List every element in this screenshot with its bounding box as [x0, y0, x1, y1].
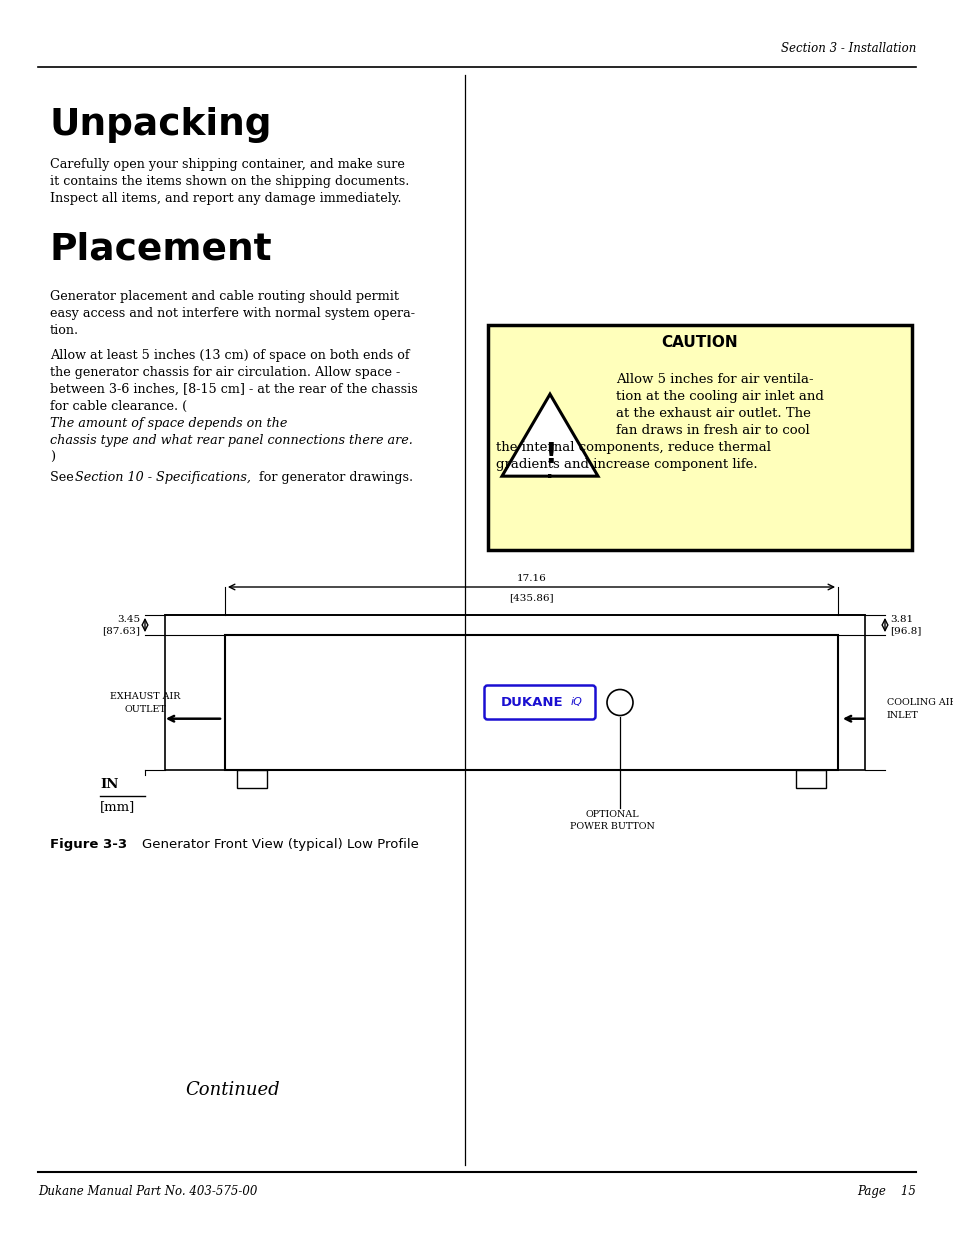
- Text: Allow at least 5 inches (13 cm) of space on both ends of: Allow at least 5 inches (13 cm) of space…: [50, 350, 409, 362]
- Text: at the exhaust air outlet. The: at the exhaust air outlet. The: [616, 408, 810, 420]
- Text: easy access and not interfere with normal system opera-: easy access and not interfere with norma…: [50, 308, 415, 320]
- Text: it contains the items shown on the shipping documents.: it contains the items shown on the shipp…: [50, 175, 409, 188]
- Bar: [795, 769, 825, 788]
- Text: See: See: [50, 471, 77, 484]
- Text: Allow 5 inches for air ventila-: Allow 5 inches for air ventila-: [616, 373, 813, 387]
- Text: OUTLET: OUTLET: [124, 705, 166, 714]
- Text: Page    15: Page 15: [856, 1186, 915, 1198]
- Text: for generator drawings.: for generator drawings.: [254, 471, 413, 484]
- Bar: [488, 325, 911, 550]
- Bar: [236, 769, 267, 788]
- Bar: [165, 615, 864, 769]
- Text: COOLING AIR: COOLING AIR: [886, 698, 953, 706]
- Text: iQ: iQ: [570, 698, 581, 708]
- Text: tion.: tion.: [50, 324, 79, 337]
- FancyBboxPatch shape: [484, 685, 595, 720]
- Text: OPTIONAL: OPTIONAL: [584, 810, 639, 819]
- Text: for cable clearance. (: for cable clearance. (: [50, 400, 187, 412]
- Text: chassis type and what rear panel connections there are.: chassis type and what rear panel connect…: [50, 433, 413, 447]
- Text: Section 3 - Installation: Section 3 - Installation: [780, 42, 915, 56]
- Text: INLET: INLET: [886, 710, 918, 720]
- Text: 3.45: 3.45: [117, 615, 140, 624]
- Text: Continued: Continued: [185, 1081, 279, 1099]
- Text: tion at the cooling air inlet and: tion at the cooling air inlet and: [616, 390, 823, 403]
- Text: IN: IN: [100, 778, 118, 790]
- Text: the internal components, reduce thermal: the internal components, reduce thermal: [496, 441, 770, 454]
- Text: 17.16: 17.16: [517, 574, 546, 583]
- Text: Carefully open your shipping container, and make sure: Carefully open your shipping container, …: [50, 158, 404, 170]
- Text: Figure 3-3: Figure 3-3: [50, 839, 127, 851]
- Text: [mm]: [mm]: [100, 800, 135, 813]
- Text: Dukane Manual Part No. 403-575-00: Dukane Manual Part No. 403-575-00: [38, 1186, 257, 1198]
- Text: Generator Front View (typical) Low Profile: Generator Front View (typical) Low Profi…: [142, 839, 418, 851]
- Text: [435.86]: [435.86]: [509, 593, 554, 601]
- Text: between 3-6 inches, [8-15 cm] - at the rear of the chassis: between 3-6 inches, [8-15 cm] - at the r…: [50, 383, 417, 396]
- Text: Placement: Placement: [50, 232, 273, 268]
- Text: Unpacking: Unpacking: [50, 107, 273, 143]
- Text: 3.81: 3.81: [889, 615, 912, 624]
- Text: CAUTION: CAUTION: [661, 335, 738, 350]
- Polygon shape: [501, 394, 598, 477]
- Text: Section 10 - Specifications,: Section 10 - Specifications,: [75, 471, 251, 484]
- Text: Inspect all items, and report any damage immediately.: Inspect all items, and report any damage…: [50, 191, 401, 205]
- Text: POWER BUTTON: POWER BUTTON: [569, 823, 654, 831]
- Text: the generator chassis for air circulation. Allow space -: the generator chassis for air circulatio…: [50, 366, 400, 379]
- Text: .: .: [546, 462, 553, 482]
- Text: !: !: [543, 441, 556, 469]
- Text: ): ): [50, 451, 55, 464]
- Text: gradients and increase component life.: gradients and increase component life.: [496, 458, 757, 471]
- Text: DUKANE: DUKANE: [500, 697, 562, 709]
- Text: [96.8]: [96.8]: [889, 626, 921, 636]
- Text: [87.63]: [87.63]: [102, 626, 140, 636]
- Text: Generator placement and cable routing should permit: Generator placement and cable routing sh…: [50, 290, 398, 303]
- Bar: [225, 635, 837, 769]
- Text: The amount of space depends on the: The amount of space depends on the: [50, 417, 287, 430]
- Text: fan draws in fresh air to cool: fan draws in fresh air to cool: [616, 424, 809, 437]
- Text: EXHAUST AIR: EXHAUST AIR: [110, 692, 180, 700]
